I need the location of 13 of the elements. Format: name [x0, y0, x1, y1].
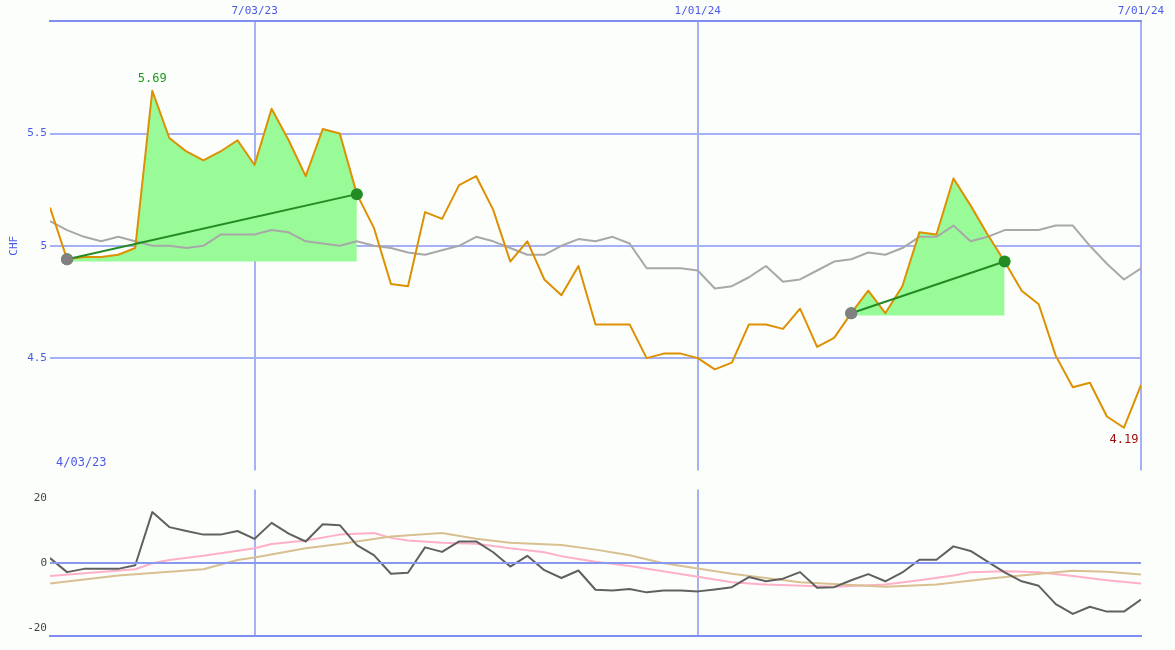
y-tick-label: 20 — [33, 490, 47, 504]
x-tick-label: 7/01/24 — [1117, 4, 1165, 18]
y-tick-label: 4.5 — [27, 350, 47, 364]
x-tick-label: 1/01/24 — [674, 4, 722, 18]
annotation: 5.69 — [137, 70, 167, 85]
annotation: 4.19 — [1109, 431, 1139, 446]
annotation: 4/03/23 — [56, 454, 107, 469]
y-axis-title: CHF — [7, 235, 21, 256]
y-tick-label: 5 — [40, 238, 47, 252]
x-tick-label: 7/03/23 — [231, 4, 278, 18]
y-tick-label: -20 — [27, 621, 47, 635]
y-tick-label: 5.5 — [27, 126, 47, 140]
y-tick-label: 0 — [40, 555, 47, 569]
